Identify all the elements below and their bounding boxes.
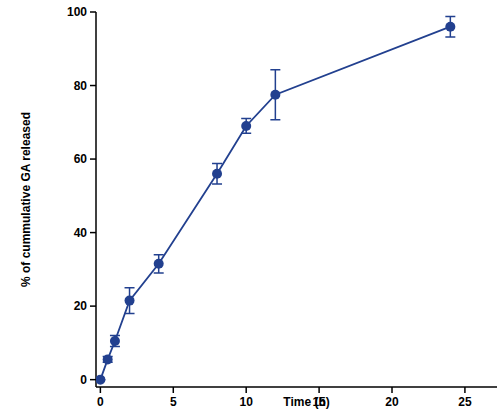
- error-bar: [241, 119, 251, 134]
- data-point: [125, 296, 135, 306]
- y-tick-label: 20: [74, 299, 88, 313]
- error-bar: [445, 16, 455, 37]
- x-tick-label: 20: [385, 395, 399, 409]
- x-axis-label: Time (h): [283, 395, 329, 409]
- x-tick: [173, 387, 175, 393]
- data-point: [154, 259, 164, 269]
- error-bar: [270, 70, 280, 120]
- y-tick: [90, 305, 96, 307]
- y-tick: [90, 232, 96, 234]
- error-bar: [125, 288, 135, 314]
- x-tick-label: 0: [97, 395, 104, 409]
- data-point: [270, 90, 280, 100]
- data-point: [241, 121, 251, 131]
- error-bar: [154, 255, 164, 273]
- data-point: [103, 354, 113, 364]
- chart-root: 0510152025020406080100Time (h)% of cummu…: [0, 0, 500, 410]
- x-tick: [245, 387, 247, 393]
- y-axis-line: [95, 12, 97, 387]
- y-axis-label: % of cummulative GA released: [19, 112, 33, 287]
- error-bar: [110, 336, 120, 347]
- x-axis-line: [96, 386, 497, 388]
- y-tick-label: 60: [74, 152, 88, 166]
- y-tick-label: 100: [67, 5, 87, 19]
- y-tick: [90, 379, 96, 381]
- y-tick-label: 80: [74, 79, 88, 93]
- plot-area: [96, 16, 455, 384]
- x-tick: [100, 387, 102, 393]
- data-point: [445, 22, 455, 32]
- x-tick-label: 10: [240, 395, 254, 409]
- y-tick-label: 40: [74, 226, 88, 240]
- x-tick: [464, 387, 466, 393]
- y-tick: [90, 11, 96, 13]
- chart-svg: 0510152025020406080100Time (h)% of cummu…: [0, 0, 500, 410]
- data-point: [212, 169, 222, 179]
- series-line: [100, 27, 450, 380]
- x-tick-label: 5: [170, 395, 177, 409]
- x-tick: [391, 387, 393, 393]
- y-tick: [90, 85, 96, 87]
- data-point: [110, 336, 120, 346]
- x-tick-label: 25: [458, 395, 472, 409]
- x-tick: [318, 387, 320, 393]
- error-bar: [212, 163, 222, 184]
- y-tick: [90, 158, 96, 160]
- y-tick-label: 0: [80, 373, 87, 387]
- data-point: [96, 375, 105, 385]
